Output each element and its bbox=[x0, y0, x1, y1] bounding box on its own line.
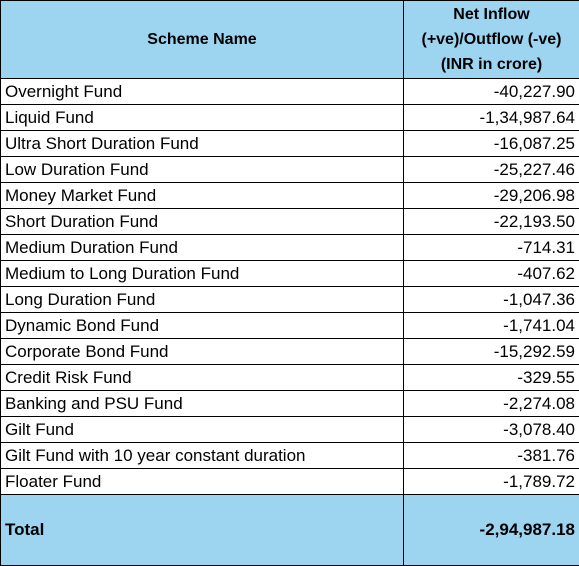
header-line: (+ve)/Outflow (-ve) bbox=[408, 27, 575, 52]
table-row: Medium Duration Fund-714.31 bbox=[1, 235, 579, 261]
table-row: Corporate Bond Fund-15,292.59 bbox=[1, 339, 579, 365]
table-row: Overnight Fund-40,227.90 bbox=[1, 79, 579, 105]
net-inflow: -25,227.46 bbox=[404, 157, 579, 183]
scheme-name: Gilt Fund with 10 year constant duration bbox=[1, 443, 404, 469]
table-row: Long Duration Fund-1,047.36 bbox=[1, 287, 579, 313]
total-label: Total bbox=[1, 495, 404, 566]
table-row: Credit Risk Fund-329.55 bbox=[1, 365, 579, 391]
net-inflow: -15,292.59 bbox=[404, 339, 579, 365]
net-inflow: -3,078.40 bbox=[404, 417, 579, 443]
table-row: Floater Fund-1,789.72 bbox=[1, 469, 579, 495]
scheme-name: Banking and PSU Fund bbox=[1, 391, 404, 417]
scheme-name: Credit Risk Fund bbox=[1, 365, 404, 391]
scheme-name: Dynamic Bond Fund bbox=[1, 313, 404, 339]
scheme-name: Liquid Fund bbox=[1, 105, 404, 131]
scheme-name: Short Duration Fund bbox=[1, 209, 404, 235]
net-inflow: -2,274.08 bbox=[404, 391, 579, 417]
table-row: Gilt Fund-3,078.40 bbox=[1, 417, 579, 443]
table-row: Low Duration Fund-25,227.46 bbox=[1, 157, 579, 183]
table-row: Medium to Long Duration Fund-407.62 bbox=[1, 261, 579, 287]
table-row: Liquid Fund-1,34,987.64 bbox=[1, 105, 579, 131]
scheme-name: Floater Fund bbox=[1, 469, 404, 495]
table-header: Scheme Name Net Inflow(+ve)/Outflow (-ve… bbox=[1, 1, 579, 79]
net-inflow: -1,047.36 bbox=[404, 287, 579, 313]
table-row: Dynamic Bond Fund-1,741.04 bbox=[1, 313, 579, 339]
scheme-name: Money Market Fund bbox=[1, 183, 404, 209]
net-inflow: -381.76 bbox=[404, 443, 579, 469]
net-inflow: -1,741.04 bbox=[404, 313, 579, 339]
table-row: Banking and PSU Fund-2,274.08 bbox=[1, 391, 579, 417]
header-cell: Scheme Name bbox=[1, 1, 404, 79]
scheme-name: Gilt Fund bbox=[1, 417, 404, 443]
table-footer: Total -2,94,987.18 bbox=[1, 495, 579, 566]
table-row: Short Duration Fund-22,193.50 bbox=[1, 209, 579, 235]
scheme-name: Overnight Fund bbox=[1, 79, 404, 105]
header-line: (INR in crore) bbox=[408, 52, 575, 77]
net-inflow: -1,34,987.64 bbox=[404, 105, 579, 131]
table-row: Money Market Fund-29,206.98 bbox=[1, 183, 579, 209]
scheme-name: Corporate Bond Fund bbox=[1, 339, 404, 365]
header-row: Scheme Name Net Inflow(+ve)/Outflow (-ve… bbox=[1, 1, 579, 79]
header-line: Net Inflow bbox=[408, 2, 575, 27]
net-inflow: -714.31 bbox=[404, 235, 579, 261]
scheme-name: Long Duration Fund bbox=[1, 287, 404, 313]
scheme-name: Medium Duration Fund bbox=[1, 235, 404, 261]
net-inflow: -22,193.50 bbox=[404, 209, 579, 235]
table-row: Gilt Fund with 10 year constant duration… bbox=[1, 443, 579, 469]
net-inflow: -1,789.72 bbox=[404, 469, 579, 495]
scheme-name: Low Duration Fund bbox=[1, 157, 404, 183]
scheme-name: Ultra Short Duration Fund bbox=[1, 131, 404, 157]
net-inflow: -29,206.98 bbox=[404, 183, 579, 209]
total-row: Total -2,94,987.18 bbox=[1, 495, 579, 566]
net-inflow: -40,227.90 bbox=[404, 79, 579, 105]
net-inflow: -329.55 bbox=[404, 365, 579, 391]
table-row: Ultra Short Duration Fund-16,087.25 bbox=[1, 131, 579, 157]
header-cell: Net Inflow(+ve)/Outflow (-ve)(INR in cro… bbox=[404, 1, 579, 79]
total-value: -2,94,987.18 bbox=[404, 495, 579, 566]
net-inflow: -407.62 bbox=[404, 261, 579, 287]
scheme-name: Medium to Long Duration Fund bbox=[1, 261, 404, 287]
net-inflow: -16,087.25 bbox=[404, 131, 579, 157]
